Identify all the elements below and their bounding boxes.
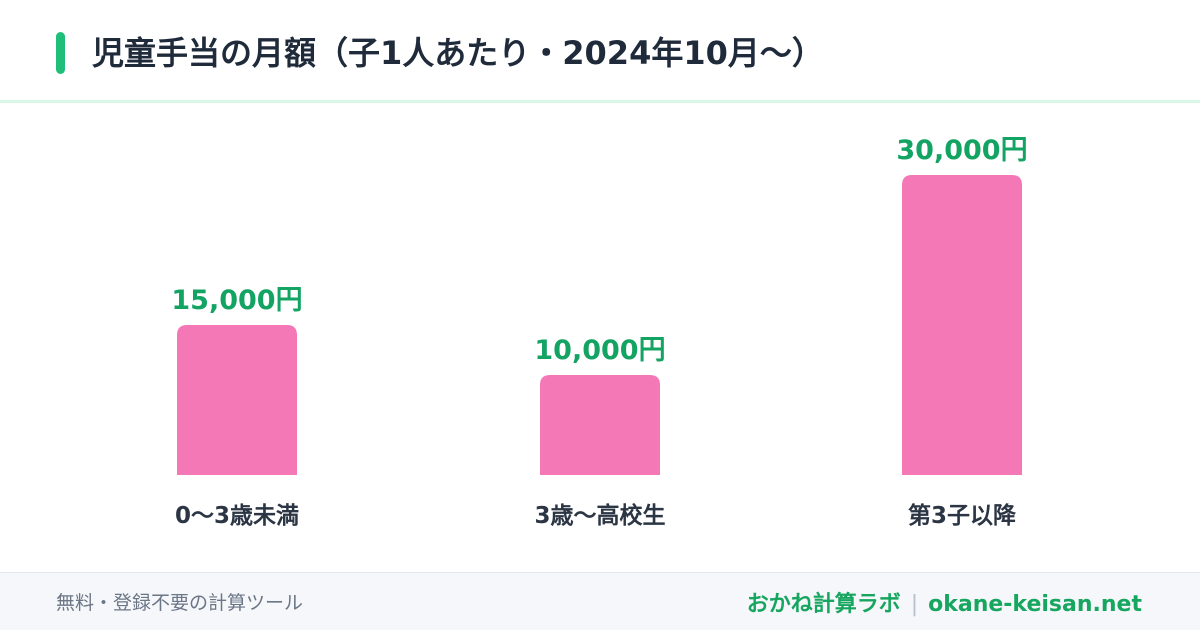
- brand-domain: okane-keisan.net: [928, 592, 1142, 617]
- bar-value-label: 30,000円: [896, 135, 1027, 166]
- category-label: 第3子以降: [908, 502, 1017, 529]
- title-accent-bar: [56, 32, 65, 74]
- bar-chart: 15,000円 0〜3歳未満 10,000円 3歳〜高校生 30,000円第3子以降: [0, 103, 1200, 572]
- category-label: 3歳〜高校生: [534, 502, 665, 529]
- category-label: 0〜3歳未満: [175, 503, 299, 529]
- brand-separator: |: [910, 592, 919, 617]
- bar-2: [540, 375, 660, 475]
- footer-tagline: 無料・登録不要の計算ツール: [56, 592, 304, 614]
- header-divider: [0, 100, 1200, 103]
- header: 児童手当の月額（子1人あたり・2024年10月〜）: [0, 0, 1200, 100]
- bar-1: [177, 325, 297, 475]
- bar-3: [902, 175, 1022, 475]
- page-title: 児童手当の月額（子1人あたり・2024年10月〜）: [92, 34, 824, 72]
- brand-name: おかね計算ラボ: [746, 592, 901, 617]
- bar-value-label: 10,000円: [534, 335, 665, 366]
- footer: 無料・登録不要の計算ツール おかね計算ラボ | okane-keisan.net: [0, 572, 1200, 630]
- bar-value-label: 15,000円: [171, 285, 302, 316]
- footer-brand[interactable]: おかね計算ラボ | okane-keisan.net: [747, 586, 1142, 618]
